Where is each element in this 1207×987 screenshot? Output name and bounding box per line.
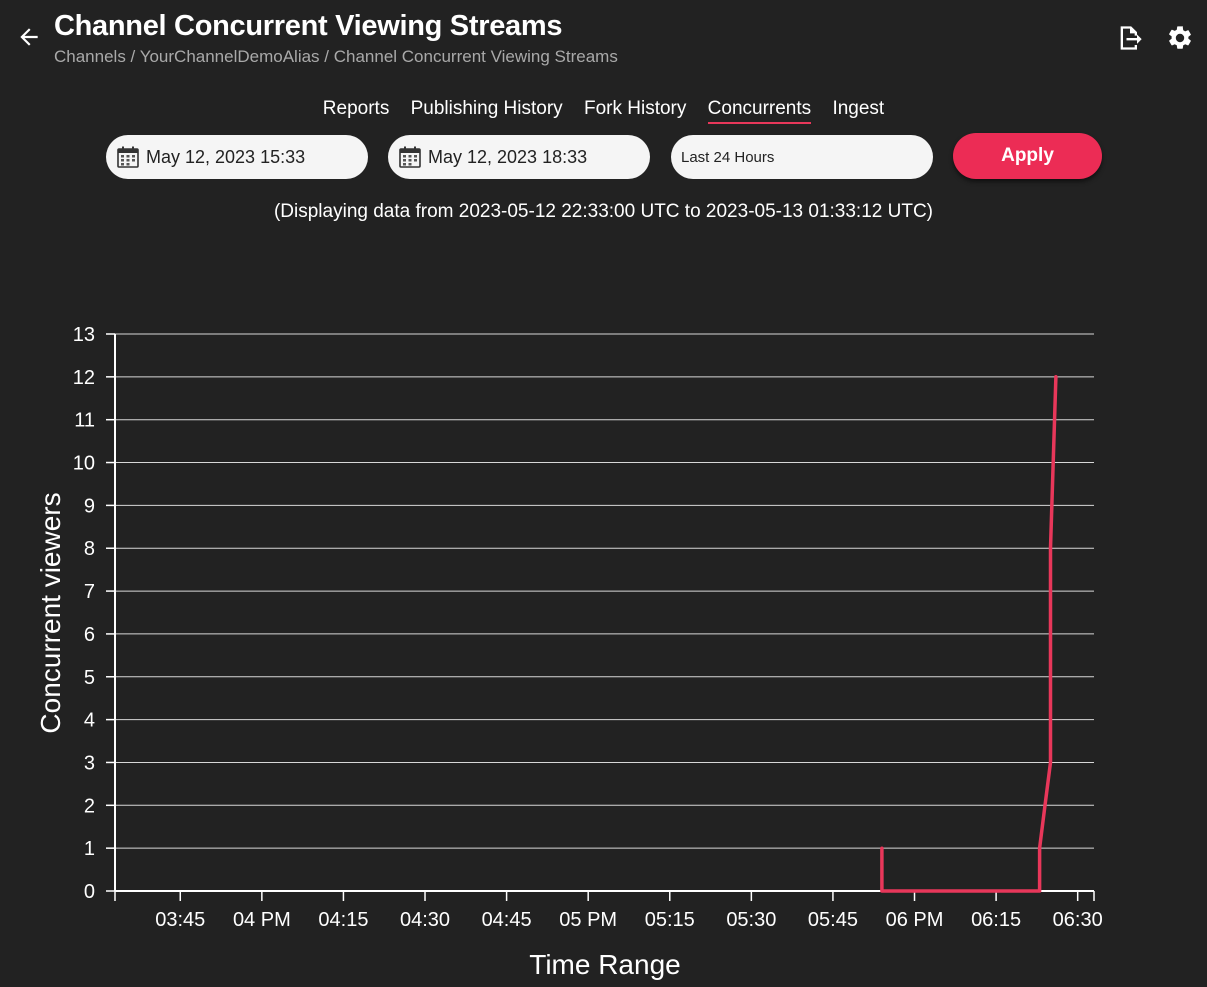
x-tick-label: 06:15 — [971, 909, 1021, 931]
tab-ingest[interactable]: Ingest — [832, 98, 885, 119]
y-tick-label: 13 — [73, 324, 95, 346]
y-tick-label: 12 — [73, 367, 95, 389]
tab-bar: Reports Publishing History Fork History … — [0, 98, 1207, 124]
range-note: (Displaying data from 2023-05-12 22:33:0… — [273, 201, 934, 222]
x-tick-label: 06:30 — [1053, 909, 1103, 931]
x-tick-label: 04 PM — [233, 909, 291, 931]
x-tick-label: 05 PM — [559, 909, 617, 931]
y-tick-label: 8 — [84, 538, 95, 560]
series-layer — [880, 375, 1058, 893]
y-axis-label: Concurrent viewers — [35, 492, 66, 733]
x-tick-label: 05:30 — [726, 909, 776, 931]
start-date-field[interactable] — [106, 135, 368, 179]
y-tick-label: 10 — [73, 453, 95, 475]
y-tick-label: 4 — [84, 710, 95, 732]
x-tick-label: 05:45 — [808, 909, 858, 931]
y-tick-label: 6 — [84, 624, 95, 646]
axes — [106, 333, 1095, 901]
range-preset-field[interactable] — [671, 135, 933, 179]
grid-lines — [115, 333, 1094, 849]
page-title: Channel Concurrent Viewing Streams — [54, 10, 563, 42]
series-line — [880, 375, 1058, 893]
tab-reports[interactable]: Reports — [322, 98, 390, 119]
y-tick-label: 5 — [84, 667, 95, 689]
gear-icon[interactable] — [1166, 24, 1194, 52]
end-date-field[interactable] — [388, 135, 650, 179]
tab-publishing-history[interactable]: Publishing History — [410, 98, 563, 119]
x-tick-label: 05:15 — [645, 909, 695, 931]
breadcrumb[interactable]: Channels / YourChannelDemoAlias / Channe… — [54, 47, 618, 66]
y-tick-label: 11 — [74, 410, 95, 432]
apply-button[interactable]: Apply — [953, 133, 1102, 179]
back-arrow-icon[interactable] — [16, 24, 42, 50]
start-date-input[interactable] — [146, 146, 346, 168]
x-tick-label: 03:45 — [155, 909, 205, 931]
export-icon[interactable] — [1116, 24, 1144, 52]
x-tick-label: 06 PM — [886, 909, 944, 931]
y-tick-label: 9 — [84, 495, 95, 517]
end-date-input[interactable] — [428, 146, 628, 168]
calendar-icon — [117, 146, 139, 168]
y-tick-label: 3 — [84, 752, 95, 774]
x-tick-label: 04:45 — [482, 909, 532, 931]
x-tick-label: 04:30 — [400, 909, 450, 931]
x-axis-label: Time Range — [529, 949, 680, 980]
calendar-icon — [399, 146, 421, 168]
tab-concurrents[interactable]: Concurrents — [707, 98, 812, 124]
y-tick-label: 7 — [84, 581, 95, 603]
tab-fork-history[interactable]: Fork History — [583, 98, 687, 119]
y-tick-label: 1 — [84, 838, 95, 860]
range-preset-select[interactable] — [681, 148, 881, 166]
y-tick-label: 2 — [84, 795, 95, 817]
x-tick-label: 04:15 — [318, 909, 368, 931]
y-tick-label: 0 — [84, 881, 95, 903]
